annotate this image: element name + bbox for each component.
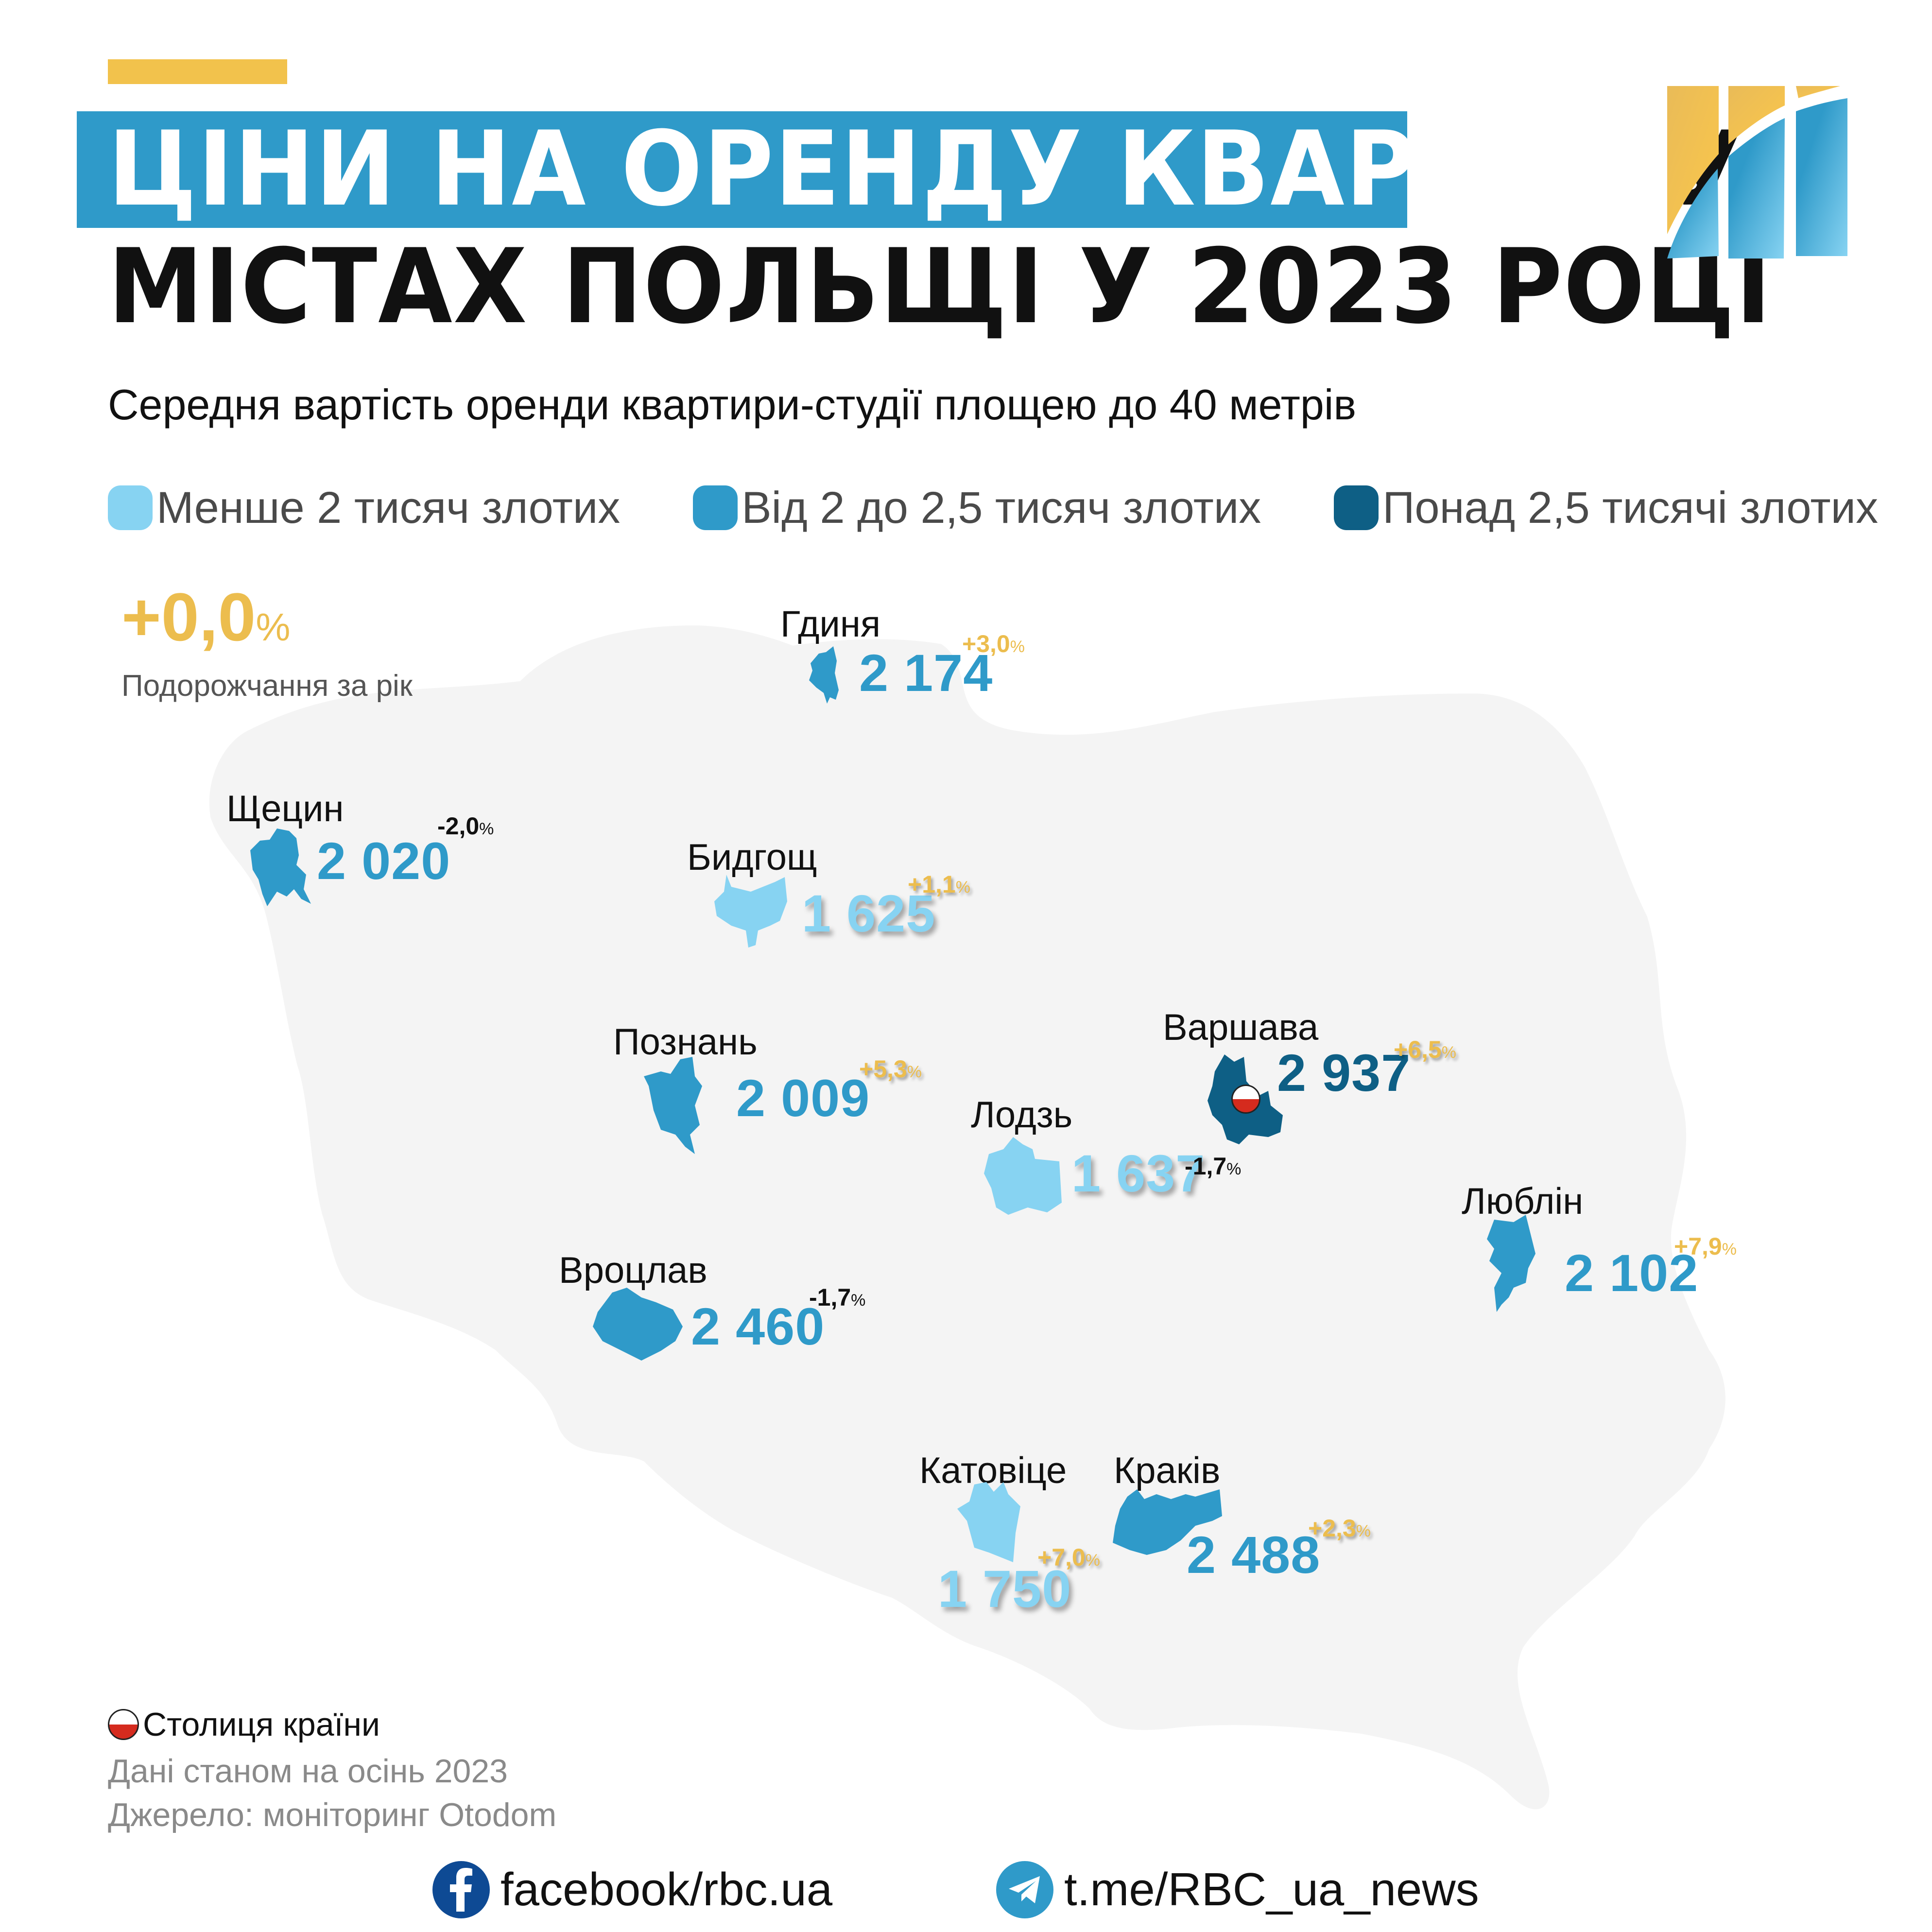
change-value: +1,1 (908, 871, 956, 898)
change-value: +6,5 (1394, 1036, 1442, 1063)
title-highlight-text: ЦІНИ НА ОРЕНДУ КВАРТИР (108, 109, 1635, 229)
legend-item-low: Менше 2 тисяч злотих (108, 483, 620, 534)
change-value: -1,7 (1185, 1153, 1227, 1180)
capital-flag-icon (1231, 1085, 1260, 1114)
city-shape-lublin (1487, 1215, 1535, 1312)
city-price-lublin: 2 102 (1565, 1243, 1699, 1302)
pct-sign: % (1441, 1043, 1456, 1062)
pct-sign: % (1085, 1551, 1100, 1570)
data-source-note: Джерело: моніторинг Otodom (108, 1796, 557, 1833)
pct-sign: % (955, 878, 970, 897)
city-shape-katowice (957, 1482, 1020, 1562)
rbc-logo-icon (1667, 86, 1847, 259)
city-price-poznan: 2 009 (736, 1069, 870, 1127)
legend-swatch-mid (693, 485, 738, 530)
city-name-lublin: Люблін (1462, 1181, 1584, 1222)
city-shape-gdynia (809, 646, 839, 704)
price-tier-legend: Менше 2 тисяч злотих Від 2 до 2,5 тисяч … (108, 479, 1878, 537)
city-shape-poznan (644, 1057, 702, 1154)
legend-item-high: Понад 2,5 тисячі злотих (1334, 483, 1878, 534)
city-price-krakow: 2 488 (1187, 1525, 1321, 1584)
poland-outline (209, 639, 1725, 1810)
legend-label-mid: Від 2 до 2,5 тисяч злотих (742, 483, 1261, 533)
facebook-label: facebook/rbc.ua (500, 1863, 833, 1915)
city-change-lublin: +7,9% (1674, 1232, 1737, 1264)
yoy-example-number: +0,0 (121, 579, 256, 655)
city-shape-krakow (1113, 1489, 1222, 1555)
capital-legend: Столиця країни (108, 1706, 380, 1743)
pct-sign: % (907, 1063, 922, 1081)
city-change-szczecin: -2,0% (437, 811, 494, 844)
yoy-example-value: +0,0% (121, 581, 413, 664)
city-change-gdynia: +3,0% (962, 629, 1025, 661)
city-price-bydgoszcz: 1 625 (802, 884, 936, 943)
yoy-change-legend: +0,0% Подорожчання за рік (121, 581, 413, 703)
city-price-gdynia: 2 174 (859, 643, 993, 702)
city-price-szczecin: 2 020 (317, 831, 451, 890)
city-change-bydgoszcz: +1,1% (908, 870, 970, 902)
page-title-line1: ЦІНИ НА ОРЕНДУ КВАРТИР У (108, 106, 1744, 232)
facebook-link[interactable]: facebook/rbc.ua (432, 1861, 832, 1918)
pct-sign: % (1356, 1522, 1371, 1540)
pct-sign: % (1226, 1160, 1242, 1178)
pct-sign: % (479, 820, 494, 838)
city-change-krakow: +2,3% (1308, 1514, 1371, 1546)
change-value: -1,7 (809, 1284, 851, 1311)
city-change-warsaw: +6,5% (1394, 1035, 1456, 1067)
city-change-katowice: +7,0% (1037, 1543, 1100, 1575)
subtitle: Середня вартість оренди квартири-студії … (108, 380, 1357, 429)
city-shape-bydgoszcz (714, 875, 787, 948)
pct-sign: % (851, 1291, 866, 1310)
city-change-poznan: +5,3% (859, 1054, 922, 1087)
poland-outline-north (520, 625, 942, 694)
data-date-note: Дані станом на осінь 2023 (108, 1753, 508, 1790)
pct-sign: % (1010, 638, 1025, 656)
capital-legend-label: Столиця країни (143, 1706, 380, 1743)
change-value: +3,0 (962, 630, 1010, 657)
accent-bar (108, 59, 287, 84)
yoy-example-label: Подорожчання за рік (121, 669, 413, 703)
city-price-wroclaw: 2 460 (691, 1297, 825, 1356)
city-price-warsaw: 2 937 (1277, 1043, 1411, 1102)
facebook-icon (432, 1861, 490, 1918)
legend-label-high: Понад 2,5 тисячі злотих (1382, 483, 1879, 533)
city-name-katowice: Катовіце (919, 1450, 1067, 1491)
legend-label-low: Менше 2 тисяч злотих (156, 483, 621, 533)
pct-sign: % (1722, 1240, 1737, 1259)
legend-swatch-high (1334, 485, 1379, 530)
city-price-lodz: 1 637 (1071, 1144, 1206, 1203)
city-name-warsaw: Варшава (1163, 1007, 1319, 1048)
city-name-szczecin: Щецин (226, 788, 344, 829)
city-shape-szczecin (250, 828, 311, 906)
legend-item-mid: Від 2 до 2,5 тисяч злотих (693, 483, 1261, 534)
city-name-poznan: Познань (613, 1021, 758, 1063)
change-value: -2,0 (437, 812, 480, 840)
telegram-label: t.me/RBC_ua_news (1064, 1863, 1479, 1915)
city-name-gdynia: Гдиня (780, 604, 880, 645)
city-name-krakow: Краків (1114, 1450, 1221, 1491)
city-price-katowice: 1 750 (938, 1559, 1072, 1618)
change-value: +2,3 (1308, 1515, 1356, 1542)
change-value: +7,0 (1037, 1544, 1086, 1571)
city-name-bydgoszcz: Бидгощ (687, 837, 817, 878)
city-name-wroclaw: Вроцлав (559, 1250, 707, 1291)
change-value: +7,9 (1674, 1233, 1722, 1260)
capital-flag-icon (108, 1709, 139, 1740)
telegram-link[interactable]: t.me/RBC_ua_news (996, 1861, 1479, 1918)
city-change-lodz: -1,7% (1185, 1152, 1241, 1184)
change-value: +5,3 (859, 1055, 907, 1083)
page-title-line2: МІСТАХ ПОЛЬЩІ У 2023 РОЦІ (108, 226, 1772, 346)
city-change-wroclaw: -1,7% (809, 1283, 865, 1315)
yoy-example-pct: % (256, 605, 291, 649)
title-highlight-box (77, 111, 1407, 228)
city-name-lodz: Лодзь (971, 1094, 1073, 1136)
city-shape-wroclaw (593, 1288, 683, 1361)
telegram-icon (996, 1861, 1053, 1918)
city-shape-lodz (984, 1137, 1062, 1215)
legend-swatch-low (108, 485, 153, 530)
